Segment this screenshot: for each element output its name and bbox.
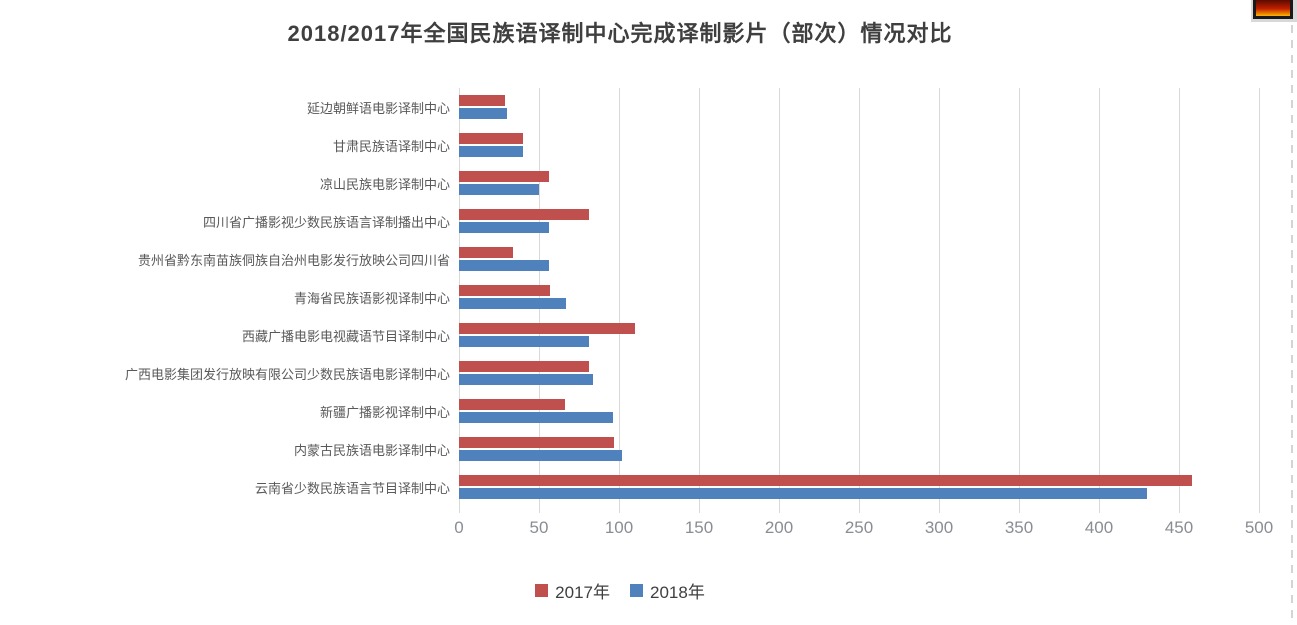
axis-tick: [619, 506, 620, 513]
bar-2018: [459, 260, 549, 271]
gridline: [619, 88, 620, 506]
bar-2017: [459, 475, 1192, 486]
bar-2018: [459, 336, 589, 347]
bar-2017: [459, 133, 523, 144]
bar-2017: [459, 285, 551, 296]
category-label: 四川省广播影视少数民族语言译制播出中心: [202, 214, 450, 230]
x-tick-label: 350: [1004, 518, 1034, 537]
axis-tick: [1259, 506, 1260, 513]
category-label: 延边朝鲜语电影译制中心: [306, 100, 450, 116]
bar-2018: [459, 108, 507, 119]
legend-label: 2017年: [555, 583, 610, 602]
gridline: [859, 88, 860, 506]
bar-2017: [459, 399, 565, 410]
bar-2018: [459, 184, 539, 195]
axis-tick: [779, 506, 780, 513]
bar-2018: [459, 298, 567, 309]
bar-row: [459, 354, 1259, 392]
x-tick-label: 300: [924, 518, 954, 537]
bar-2017: [459, 437, 615, 448]
bar-2017: [459, 171, 549, 182]
category-label: 新疆广播影视译制中心: [319, 404, 450, 420]
bar-2017: [459, 361, 589, 372]
axis-tick: [459, 506, 460, 513]
bar-row: [459, 164, 1259, 202]
plot-area: [459, 88, 1260, 513]
gridline: [1179, 88, 1180, 506]
x-tick-label: 200: [764, 518, 794, 537]
x-tick-label: 100: [604, 518, 634, 537]
axis-tick: [1179, 506, 1180, 513]
x-tick-label: 400: [1084, 518, 1114, 537]
bar-2018: [459, 222, 549, 233]
gridline: [1099, 88, 1100, 506]
bar-2017: [459, 247, 514, 258]
axis-tick: [1019, 506, 1020, 513]
gridline: [939, 88, 940, 506]
category-label: 西藏广播电影电视藏语节目译制中心: [241, 328, 450, 344]
legend-item-2017: 2017年: [535, 578, 610, 603]
x-tick-label: 450: [1164, 518, 1194, 537]
bar-row: [459, 126, 1259, 164]
category-label: 内蒙古民族语电影译制中心: [293, 442, 450, 458]
gradient-swatch-icon: [1253, 0, 1293, 19]
x-axis-tick-labels: 0 50 100 150 200 250 300 350 400 450 500: [454, 518, 1273, 544]
axis-tick: [1099, 506, 1100, 513]
bar-2018: [459, 374, 594, 385]
gridline: [699, 88, 700, 506]
category-label: 凉山民族电影译制中心: [319, 176, 450, 192]
bar-row: [459, 316, 1259, 354]
gridline: [539, 88, 540, 506]
page-break-dashed-line: [1291, 25, 1293, 625]
bar-row: [459, 240, 1259, 278]
bar-2017: [459, 95, 506, 106]
axis-tick: [539, 506, 540, 513]
bar-2018: [459, 412, 613, 423]
category-label: 甘肃民族语译制中心: [332, 138, 450, 154]
gridline: [1019, 88, 1020, 506]
category-label: 青海省民族语影视译制中心: [293, 290, 450, 306]
axis-tick: [699, 506, 700, 513]
category-label: 广西电影集团发行放映有限公司少数民族语电影译制中心: [124, 366, 450, 382]
overlapping-window-corner: [1251, 0, 1297, 22]
bar-row: [459, 278, 1259, 316]
legend-swatch-icon: [535, 584, 549, 597]
legend-swatch-icon: [630, 584, 643, 597]
gridline: [779, 88, 780, 506]
axis-tick: [939, 506, 940, 513]
bar-2018: [459, 488, 1147, 499]
bar-row: [459, 430, 1259, 468]
legend-item-2018: 2018年: [630, 578, 705, 603]
bar-row: [459, 392, 1259, 430]
axis-tick: [859, 506, 860, 513]
category-label: 贵州省黔东南苗族侗族自治州电影发行放映公司四川省: [137, 252, 450, 268]
x-tick-label: 150: [684, 518, 714, 537]
gridline: [459, 88, 460, 506]
bar-2017: [459, 209, 589, 220]
bar-2017: [459, 323, 635, 334]
legend: 2017年 2018年: [0, 578, 1240, 603]
chart-title: 2018/2017年全国民族语译制中心完成译制影片（部次）情况对比: [287, 21, 953, 46]
bar-row: [459, 202, 1259, 240]
x-tick-label: 500: [1244, 518, 1274, 537]
bar-row: [459, 88, 1259, 126]
x-tick-label: 50: [529, 518, 549, 537]
x-tick-label: 0: [454, 518, 464, 537]
bar-2018: [459, 146, 523, 157]
category-axis: 延边朝鲜语电影译制中心甘肃民族语译制中心凉山民族电影译制中心四川省广播影视少数民…: [0, 88, 450, 506]
legend-label: 2018年: [650, 583, 705, 602]
gridline: [1259, 88, 1260, 506]
bar-2018: [459, 450, 623, 461]
category-label: 云南省少数民族语言节目译制中心: [254, 480, 450, 496]
bar-row: [459, 468, 1259, 506]
x-tick-label: 250: [844, 518, 874, 537]
